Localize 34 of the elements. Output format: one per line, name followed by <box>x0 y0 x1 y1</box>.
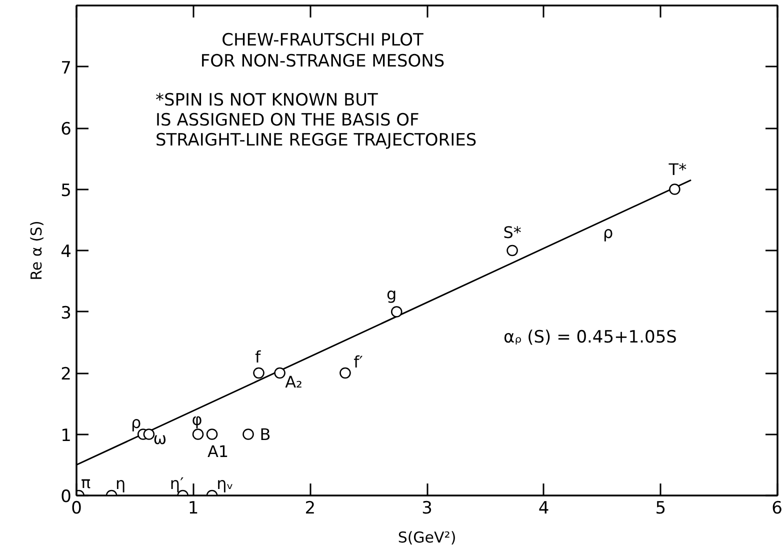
annotation: ρ <box>603 223 614 242</box>
annotation: A1 <box>207 442 229 461</box>
annotation: η′ <box>170 474 184 493</box>
text: CHEW-FRAUTSCHI PLOT FOR NON-STRANGE MESONS <box>200 30 445 72</box>
x-tick-label: 1 <box>188 498 199 518</box>
x-tick-label: 5 <box>655 498 666 518</box>
y-tick-label: 2 <box>60 364 72 384</box>
annotation: *SPIN IS NOT KNOWN BUT IS ASSIGNED ON THE BASIS OF STRAIGHT-LINE REGGE TRAJECTORIES <box>156 90 477 150</box>
y-tick-label: 7 <box>60 58 72 78</box>
annotation: ω <box>153 428 167 448</box>
annotation: T* <box>668 160 687 179</box>
annotation: ρ <box>131 412 142 432</box>
y-tick-label: 4 <box>60 242 72 262</box>
annotation: A₂ <box>285 372 302 392</box>
y-tick-label: 6 <box>60 120 72 140</box>
x-tick-label: 2 <box>304 498 316 518</box>
y-axis-title: Re α (S) <box>28 220 46 280</box>
annotation: g <box>386 284 397 304</box>
x-axis-title: S(GeV²) <box>398 528 456 546</box>
y-tick-label: 1 <box>60 426 72 446</box>
annotation: φ <box>192 410 202 429</box>
annotation: f <box>254 348 261 366</box>
x-tick-label: 3 <box>422 498 432 518</box>
y-tick-label: 5 <box>60 180 72 201</box>
annotation: ηᵥ <box>216 474 234 493</box>
annotation: η <box>115 474 126 493</box>
annotation: B <box>260 424 271 444</box>
y-tick-label: 3 <box>60 303 72 324</box>
annotation: S* <box>503 223 522 242</box>
annotation: f′ <box>354 352 364 372</box>
x-tick-label: 4 <box>538 498 550 518</box>
x-tick-label: 6 <box>772 498 782 518</box>
annotation: π <box>81 473 92 492</box>
annotation: αᵨ (S) = 0.45+1.05S <box>504 328 677 348</box>
